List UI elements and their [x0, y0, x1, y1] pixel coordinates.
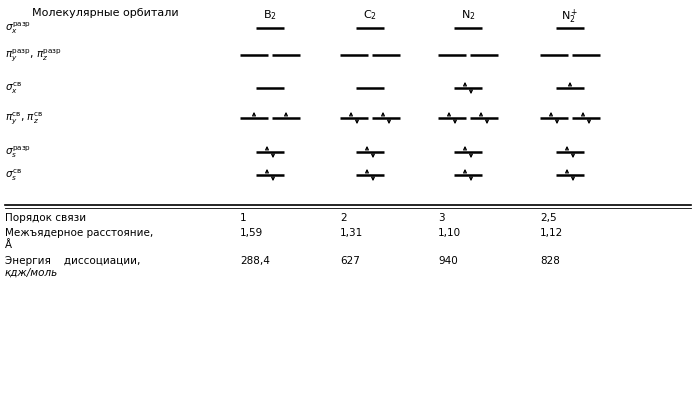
Text: N$_2^+$: N$_2^+$ — [561, 8, 579, 26]
Text: $\pi_y^{\mathrm{разр}}$, $\pi_z^{\mathrm{разр}}$: $\pi_y^{\mathrm{разр}}$, $\pi_z^{\mathrm… — [5, 47, 62, 63]
Text: кдж/моль: кдж/моль — [5, 268, 58, 278]
Text: Межъядерное расстояние,: Межъядерное расстояние, — [5, 228, 153, 238]
Text: 1,59: 1,59 — [240, 228, 263, 238]
Text: 288,4: 288,4 — [240, 256, 270, 266]
Text: $\sigma_s^{\mathrm{св}}$: $\sigma_s^{\mathrm{св}}$ — [5, 167, 22, 183]
Text: 627: 627 — [340, 256, 360, 266]
Text: Энергия    диссоциации,: Энергия диссоциации, — [5, 256, 141, 266]
Text: 2: 2 — [340, 213, 347, 223]
Text: 1: 1 — [240, 213, 246, 223]
Text: 2,5: 2,5 — [540, 213, 557, 223]
Text: 828: 828 — [540, 256, 560, 266]
Text: C$_2$: C$_2$ — [363, 8, 377, 22]
Text: N$_2$: N$_2$ — [461, 8, 475, 22]
Text: $\sigma_x^{\mathrm{св}}$: $\sigma_x^{\mathrm{св}}$ — [5, 80, 22, 96]
Text: Å: Å — [5, 240, 12, 250]
Text: 1,31: 1,31 — [340, 228, 363, 238]
Text: $\pi_y^{\mathrm{св}}$, $\pi_z^{\mathrm{св}}$: $\pi_y^{\mathrm{св}}$, $\pi_z^{\mathrm{с… — [5, 110, 43, 126]
Text: $\sigma_x^{\mathrm{разр}}$: $\sigma_x^{\mathrm{разр}}$ — [5, 20, 31, 36]
Text: Порядок связи: Порядок связи — [5, 213, 86, 223]
Text: 1,10: 1,10 — [438, 228, 461, 238]
Text: 940: 940 — [438, 256, 458, 266]
Text: 3: 3 — [438, 213, 445, 223]
Text: Молекулярные орбитали: Молекулярные орбитали — [32, 8, 178, 18]
Text: 1,12: 1,12 — [540, 228, 563, 238]
Text: B$_2$: B$_2$ — [263, 8, 277, 22]
Text: $\sigma_s^{\mathrm{разр}}$: $\sigma_s^{\mathrm{разр}}$ — [5, 144, 31, 160]
